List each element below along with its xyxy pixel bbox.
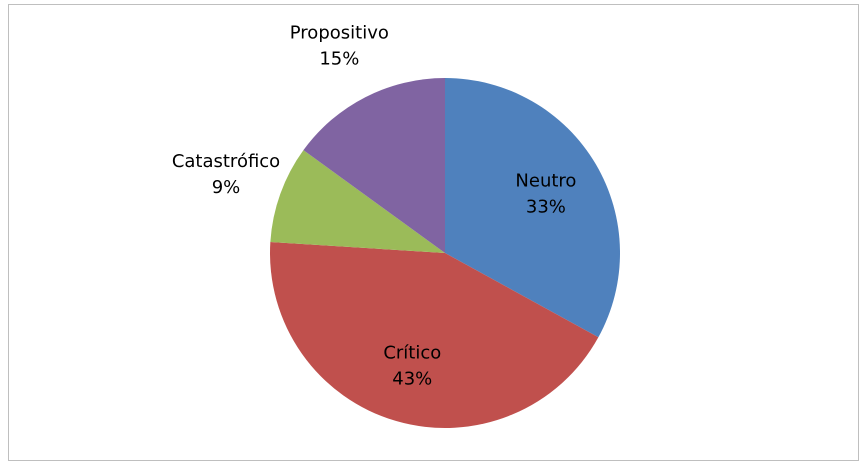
slice-label-value: 9%	[212, 177, 241, 198]
pie-slice	[270, 150, 445, 253]
pie-slice	[270, 242, 599, 429]
pie-slice	[445, 78, 620, 338]
slice-label-value: 15%	[319, 49, 359, 70]
slice-label-name: Propositivo	[290, 23, 389, 44]
slice-label-name: Crítico	[383, 343, 441, 364]
slice-label-value: 33%	[526, 196, 566, 217]
pie-slice	[303, 78, 445, 253]
slice-label-name: Neutro	[515, 170, 576, 191]
slice-label-value: 43%	[392, 369, 432, 390]
slice-label-name: Catastrófico	[172, 151, 280, 172]
